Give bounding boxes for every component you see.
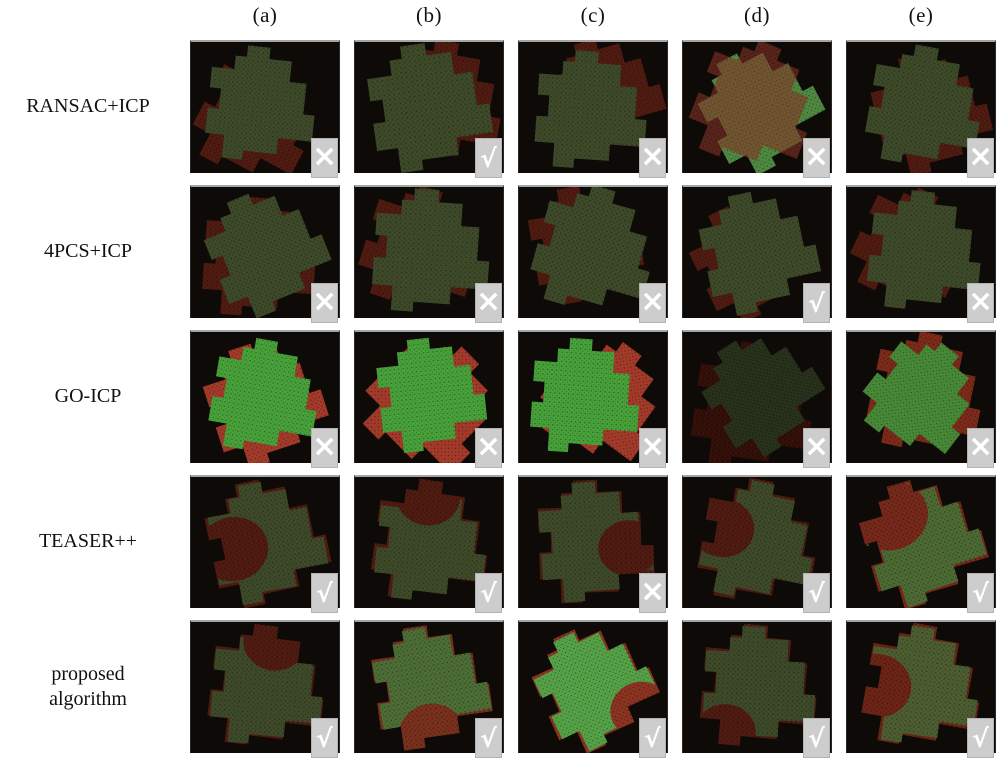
registration-result-image: [519, 477, 667, 608]
result-cell-4pcs-icp-c: ×: [518, 185, 668, 323]
registration-result-image: [847, 187, 995, 318]
registration-result-image: [191, 42, 339, 173]
result-cell-proposed-algorithm-b: √: [354, 620, 504, 758]
result-badge-cross: ×: [311, 138, 338, 178]
result-cell-ransac-icp-b: √: [354, 40, 504, 178]
result-badge-check: √: [803, 573, 830, 613]
column-header-a: (a): [252, 2, 278, 27]
registration-result-image: [355, 332, 503, 463]
figure-corner-spacer: [0, 2, 176, 28]
result-badge-check: √: [967, 718, 994, 758]
result-badge-cross: ×: [967, 138, 994, 178]
result-badge-cross: ×: [475, 283, 502, 323]
row-label-go-icp: GO-ICP: [54, 385, 122, 407]
result-badge-check: √: [967, 573, 994, 613]
column-header-b: (b): [416, 2, 442, 27]
registration-result-image: [683, 187, 831, 318]
column-header-e: (e): [908, 2, 934, 27]
result-cell-go-icp-a: ×: [190, 330, 340, 468]
registration-result-image: [847, 332, 995, 463]
result-badge-check: √: [475, 138, 502, 178]
result-badge-cross: ×: [639, 573, 666, 613]
registration-result-image: [355, 42, 503, 173]
result-cell-proposed-algorithm-d: √: [682, 620, 832, 758]
result-cell-ransac-icp-e: ×: [846, 40, 996, 178]
result-badge-check: √: [475, 718, 502, 758]
result-cell-go-icp-b: ×: [354, 330, 504, 468]
result-cell-ransac-icp-d: ×: [682, 40, 832, 178]
result-badge-cross: ×: [639, 428, 666, 468]
result-badge-cross: ×: [311, 283, 338, 323]
registration-result-image: [683, 477, 831, 608]
result-cell-teaser-pp-a: √: [190, 475, 340, 613]
result-badge-cross: ×: [639, 138, 666, 178]
result-badge-check: √: [639, 718, 666, 758]
registration-result-image: [191, 187, 339, 318]
registration-result-image: [519, 332, 667, 463]
result-cell-go-icp-d: ×: [682, 330, 832, 468]
result-cell-teaser-pp-b: √: [354, 475, 504, 613]
result-badge-cross: ×: [311, 428, 338, 468]
result-cell-go-icp-e: ×: [846, 330, 996, 468]
result-cell-4pcs-icp-a: ×: [190, 185, 340, 323]
registration-result-image: [191, 477, 339, 608]
row-label-ransac-icp: RANSAC+ICP: [26, 95, 150, 117]
result-cell-ransac-icp-a: ×: [190, 40, 340, 178]
result-badge-cross: ×: [639, 283, 666, 323]
registration-result-image: [355, 187, 503, 318]
result-cell-proposed-algorithm-e: √: [846, 620, 996, 758]
result-badge-check: √: [803, 283, 830, 323]
result-badge-cross: ×: [967, 428, 994, 468]
result-cell-4pcs-icp-d: √: [682, 185, 832, 323]
result-badge-check: √: [803, 718, 830, 758]
result-cell-ransac-icp-c: ×: [518, 40, 668, 178]
result-badge-check: √: [311, 573, 338, 613]
result-cell-teaser-pp-e: √: [846, 475, 996, 613]
registration-result-image: [519, 622, 667, 753]
result-cell-proposed-algorithm-c: √: [518, 620, 668, 758]
row-label-teaser-pp: TEASER++: [38, 530, 138, 552]
row-label-4pcs-icp: 4PCS+ICP: [44, 240, 132, 262]
column-header-d: (d): [744, 2, 770, 27]
result-cell-teaser-pp-c: ×: [518, 475, 668, 613]
result-badge-cross: ×: [475, 428, 502, 468]
registration-result-image: [847, 42, 995, 173]
result-cell-4pcs-icp-b: ×: [354, 185, 504, 323]
result-badge-cross: ×: [967, 283, 994, 323]
registration-result-image: [683, 622, 831, 753]
result-cell-4pcs-icp-e: ×: [846, 185, 996, 323]
row-label-proposed-algorithm: proposed algorithm: [49, 662, 127, 710]
registration-result-image: [519, 42, 667, 173]
result-cell-teaser-pp-d: √: [682, 475, 832, 613]
result-badge-check: √: [475, 573, 502, 613]
registration-result-image: [519, 187, 667, 318]
result-cell-proposed-algorithm-a: √: [190, 620, 340, 758]
registration-result-image: [847, 477, 995, 608]
result-badge-cross: ×: [803, 138, 830, 178]
result-badge-check: √: [311, 718, 338, 758]
result-cell-go-icp-c: ×: [518, 330, 668, 468]
column-header-c: (c): [580, 2, 606, 27]
result-badge-cross: ×: [803, 428, 830, 468]
